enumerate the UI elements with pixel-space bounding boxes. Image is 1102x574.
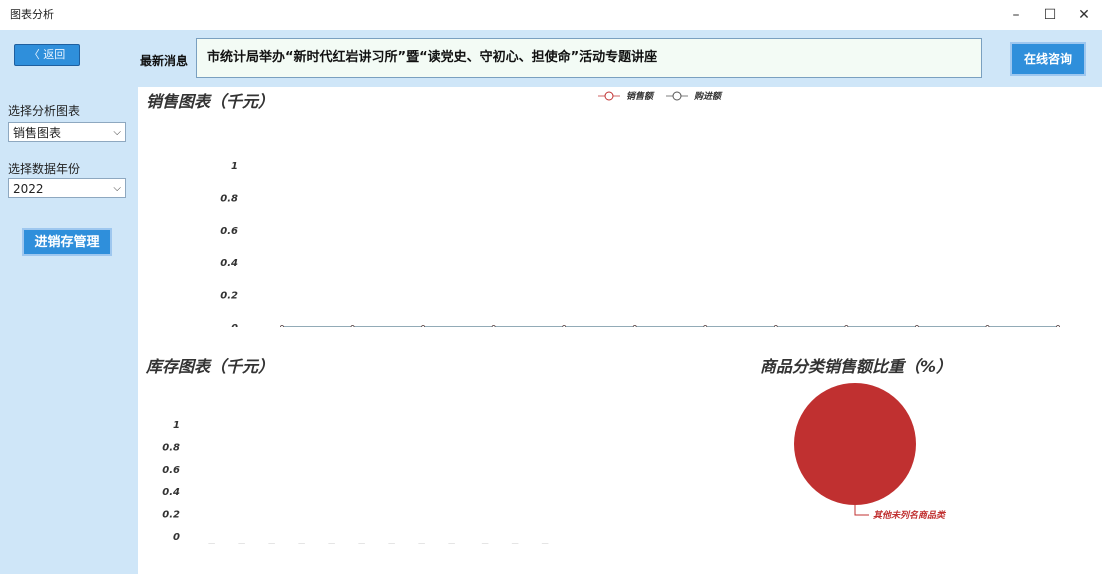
- inventory-management-button[interactable]: 进销存管理: [22, 228, 112, 256]
- y-tick-label: 1: [231, 161, 238, 172]
- title-bar: 图表分析 – ☐ ✕: [0, 0, 1102, 31]
- data-point: [915, 326, 918, 328]
- data-point: [986, 326, 989, 328]
- data-point: [845, 326, 848, 328]
- y-tick-label: 0.6: [162, 465, 180, 476]
- news-ticker: 市统计局举办“新时代红岩讲习所”暨“读党史、守初心、担使命”活动专题讲座: [196, 38, 982, 78]
- y-tick-label: 0: [173, 532, 180, 543]
- news-bar: 最新消息 市统计局举办“新时代红岩讲习所”暨“读党史、守初心、担使命”活动专题讲…: [138, 30, 1102, 87]
- legend-label: 购进额: [693, 91, 723, 102]
- sidebar: 〈 返回 选择分析图表 销售图表 ⌵ 选择数据年份 2022 ⌵ 进销存管理: [0, 30, 138, 574]
- x-tick-label: 8月: [408, 543, 426, 544]
- y-tick-label: 0: [231, 323, 238, 327]
- sales-chart: 00.20.40.60.811月2月3月4月5月6月7月8月9月10月11月12…: [138, 87, 1102, 327]
- pie-leader-line: [855, 505, 869, 515]
- data-point: [281, 326, 284, 328]
- inventory-chart-title: 库存图表（千元）: [146, 353, 274, 377]
- back-button[interactable]: 〈 返回: [14, 44, 80, 66]
- data-point: [492, 326, 495, 328]
- chevron-down-icon: ⌵: [113, 123, 121, 143]
- year-select-label: 选择数据年份: [8, 160, 80, 177]
- category-pie-title: 商品分类销售额比重（%）: [760, 353, 952, 377]
- y-tick-label: 0.8: [162, 442, 180, 453]
- y-tick-label: 0.2: [220, 291, 238, 302]
- x-tick-label: 3月: [258, 543, 276, 544]
- data-point: [774, 326, 777, 328]
- data-point: [1057, 326, 1060, 328]
- legend-marker: [673, 92, 681, 100]
- x-tick-label: 7月: [378, 543, 396, 544]
- y-tick-label: 1: [173, 420, 180, 431]
- year-select-value: 2022: [13, 182, 44, 196]
- x-tick-label: 1月: [198, 543, 216, 544]
- x-tick-label: 9月: [438, 543, 456, 544]
- legend-label: 销售额: [626, 91, 655, 102]
- close-button[interactable]: ✕: [1062, 0, 1102, 30]
- x-tick-label: 12月: [524, 543, 549, 544]
- legend-marker: [605, 92, 613, 100]
- x-tick-label: 2月: [228, 543, 246, 544]
- x-tick-label: 5月: [318, 543, 336, 544]
- chevron-down-icon: ⌵: [113, 179, 121, 199]
- y-tick-label: 0.4: [220, 258, 238, 269]
- y-tick-label: 0.2: [162, 510, 180, 521]
- data-point: [351, 326, 354, 328]
- x-tick-label: 10月: [464, 543, 489, 544]
- main-panel: 最新消息 市统计局举办“新时代红岩讲习所”暨“读党史、守初心、担使命”活动专题讲…: [138, 30, 1102, 574]
- pie-slice: [794, 383, 916, 505]
- data-point: [704, 326, 707, 328]
- news-label: 最新消息: [140, 52, 188, 69]
- online-consult-button[interactable]: 在线咨询: [1010, 42, 1086, 76]
- y-tick-label: 0.6: [220, 226, 238, 237]
- chart-select[interactable]: 销售图表 ⌵: [8, 122, 126, 142]
- y-tick-label: 0.4: [162, 487, 180, 498]
- window-title: 图表分析: [10, 6, 54, 22]
- x-tick-label: 6月: [348, 543, 366, 544]
- category-pie-chart: 其他未列名商品类: [738, 380, 1102, 560]
- chart-select-label: 选择分析图表: [8, 102, 80, 119]
- chart-select-value: 销售图表: [13, 126, 61, 140]
- year-select[interactable]: 2022 ⌵: [8, 178, 126, 198]
- data-point: [563, 326, 566, 328]
- x-tick-label: 11月: [494, 543, 519, 544]
- data-point: [633, 326, 636, 328]
- data-point: [422, 326, 425, 328]
- inventory-chart: 00.20.40.60.811月2月3月4月5月6月7月8月9月10月11月12…: [138, 380, 698, 544]
- pie-label: 其他未列名商品类: [873, 510, 947, 521]
- x-tick-label: 4月: [287, 543, 306, 544]
- y-tick-label: 0.8: [220, 193, 238, 204]
